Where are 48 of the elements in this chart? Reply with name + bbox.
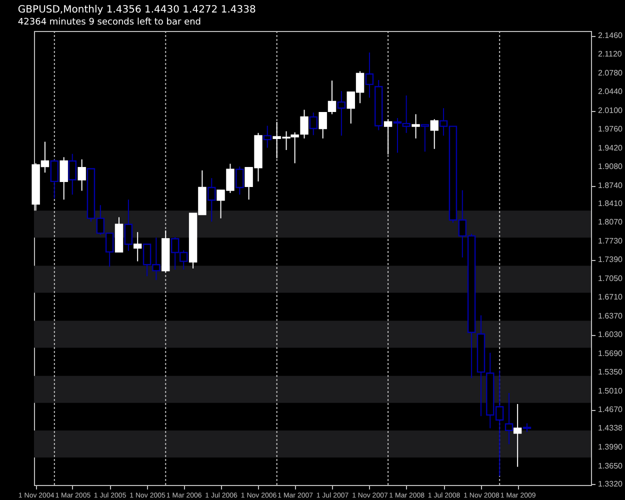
candlestick [68, 153, 76, 196]
candlestick [337, 90, 346, 136]
y-tick-label: 1.6370 [598, 311, 624, 320]
candlestick [384, 118, 392, 155]
y-tick-label: 1.5690 [598, 348, 624, 358]
candlestick [318, 112, 327, 139]
y-tick-label: 1.8070 [598, 218, 624, 227]
candlestick [513, 404, 522, 468]
y-tick-label: 1.3650 [598, 461, 624, 470]
y-tick-label: 1.7050 [598, 274, 624, 283]
y-tick-label: 1.8410 [598, 199, 624, 208]
y-tick-label: 1.6710 [598, 292, 624, 302]
chart-subtitle: 42364 minutes 9 seconds left to bar end [18, 18, 202, 28]
y-tick-label: 1.8740 [598, 180, 624, 190]
candlestick [263, 125, 272, 148]
y-tick-label: 1.7730 [598, 236, 624, 246]
candlestick [134, 232, 142, 262]
y-tick-label: 1.9080 [598, 162, 624, 172]
y-tick-label: 2.1120 [598, 50, 622, 59]
y-tick-label: 1.9420 [598, 143, 624, 152]
candlestick [412, 114, 420, 139]
y-tick-label: 1.4338 [598, 423, 624, 432]
y-tick-label: 1.3990 [598, 442, 624, 452]
candlestick [50, 158, 59, 199]
candlestick [78, 158, 86, 192]
candlestick [236, 166, 244, 196]
candlestick [124, 199, 133, 252]
candlestick [60, 156, 68, 200]
candlestick [300, 109, 308, 139]
y-tick-label: 2.1460 [598, 30, 624, 40]
y-tick-label: 1.7390 [598, 255, 624, 264]
y-tick-label: 2.0440 [598, 87, 624, 96]
y-tick-label: 2.0780 [598, 68, 624, 78]
y-tick-label: 1.5010 [598, 386, 624, 396]
y-tick-label: 1.3320 [598, 479, 624, 488]
candlestick [365, 52, 374, 98]
y-tick-label: 1.9760 [598, 124, 624, 134]
chart-title: GBPUSD,Monthly 1.4356 1.4430 1.4272 1.4338 [18, 4, 256, 16]
candlestick [208, 178, 216, 222]
y-tick-label: 1.6030 [598, 330, 624, 340]
y-tick-label: 2.0100 [598, 106, 624, 115]
candlestick [504, 392, 514, 445]
candlestick [420, 124, 430, 152]
candlestick [430, 118, 438, 150]
y-tick-label: 1.4670 [598, 405, 624, 414]
candlestick [328, 80, 336, 115]
candlestick [309, 112, 318, 136]
y-tick-label: 1.5350 [598, 368, 624, 377]
